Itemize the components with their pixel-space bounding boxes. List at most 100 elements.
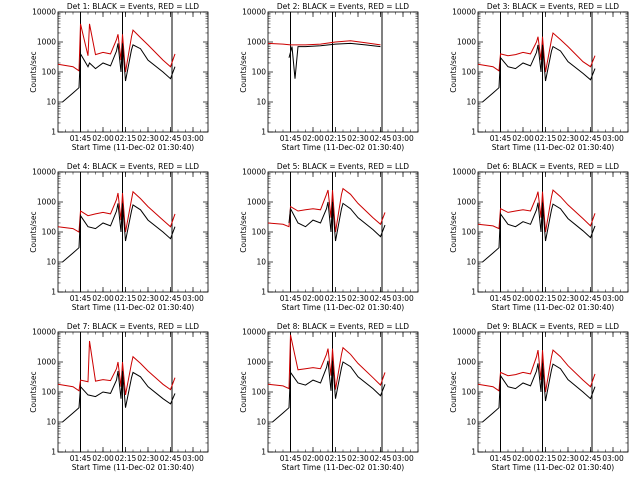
x-tick-label: 02:30 [557, 134, 579, 143]
x-tick-label: 02:00 [302, 134, 324, 143]
y-tick-label: 10 [256, 418, 266, 427]
series-line [477, 189, 596, 233]
x-tick-label: 03:00 [392, 134, 414, 143]
detector-panel: Det 2: BLACK = Events, RED = LLD 1 10 100 10… [239, 2, 419, 152]
y-tick-label: 10000 [452, 328, 476, 337]
y-tick-label: 100 [252, 228, 267, 237]
y-tick-label: 10000 [452, 8, 476, 17]
y-tick-label: 100 [462, 68, 477, 77]
x-tick-label: 02:00 [512, 454, 534, 463]
x-axis-label: Start Time (11-Dec-02 01:30:40) [72, 143, 194, 152]
series-line [482, 44, 596, 103]
series-line [272, 360, 386, 423]
x-tick-label: 02:45 [580, 454, 602, 463]
y-tick-label: 1000 [457, 358, 476, 367]
y-tick-label: 10 [46, 418, 56, 427]
y-tick-label: 10 [46, 98, 56, 107]
y-tick-label: 10 [466, 418, 476, 427]
y-tick-label: 100 [462, 228, 477, 237]
series-line [62, 370, 176, 423]
series-line [288, 42, 381, 79]
x-tick-label: 02:30 [347, 294, 369, 303]
x-tick-label: 03:00 [392, 454, 414, 463]
y-tick-label: 10 [46, 258, 56, 267]
y-tick-label: 10 [466, 258, 476, 267]
detector-panel: Det 5: BLACK = Events, RED = LLD 1 10 100 10… [239, 162, 419, 312]
y-axis-label: Counts/sec [239, 51, 248, 92]
detector-panel: Det 7: BLACK = Events, RED = LLD 1 10 100 10… [29, 322, 209, 472]
y-tick-label: 100 [42, 228, 57, 237]
y-tick-label: 10000 [242, 168, 266, 177]
x-tick-label: 02:15 [115, 134, 137, 143]
x-tick-label: 02:30 [557, 454, 579, 463]
y-tick-label: 10000 [32, 8, 56, 17]
x-tick-label: 01:45 [280, 134, 302, 143]
y-tick-label: 1 [471, 448, 476, 457]
x-tick-label: 02:30 [347, 454, 369, 463]
series-line [57, 190, 176, 233]
series-line [62, 203, 176, 263]
y-tick-label: 1000 [457, 198, 476, 207]
series-line [267, 40, 381, 46]
y-tick-label: 100 [42, 388, 57, 397]
y-tick-label: 1 [261, 128, 266, 137]
series-line [482, 363, 596, 423]
y-axis-label: Counts/sec [449, 371, 458, 412]
x-tick-label: 02:15 [325, 294, 347, 303]
x-tick-label: 02:15 [115, 454, 137, 463]
x-axis-label: Start Time (11-Dec-02 01:30:40) [72, 303, 194, 312]
x-tick-label: 01:45 [70, 454, 92, 463]
x-tick-label: 02:30 [557, 294, 579, 303]
panel-title: Det 3: BLACK = Events, RED = LLD [487, 2, 619, 11]
series-line [62, 43, 176, 103]
x-tick-label: 03:00 [602, 454, 624, 463]
y-tick-label: 10 [256, 258, 266, 267]
y-axis-label: Counts/sec [449, 51, 458, 92]
series-line [477, 32, 596, 73]
x-tick-label: 03:00 [602, 134, 624, 143]
x-tick-label: 02:30 [137, 294, 159, 303]
x-tick-label: 02:15 [325, 454, 347, 463]
x-tick-label: 02:45 [370, 134, 392, 143]
x-tick-label: 02:45 [160, 134, 182, 143]
y-tick-label: 100 [42, 68, 57, 77]
y-axis-label: Counts/sec [239, 211, 248, 252]
series-line [57, 340, 176, 395]
y-axis-label: Counts/sec [29, 51, 38, 92]
x-axis-label: Start Time (11-Dec-02 01:30:40) [492, 143, 614, 152]
detector-panel: Det 8: BLACK = Events, RED = LLD 1 10 100 10… [239, 322, 419, 472]
panel-title: Det 9: BLACK = Events, RED = LLD [487, 322, 619, 331]
x-tick-label: 02:30 [347, 134, 369, 143]
x-tick-label: 02:45 [370, 294, 392, 303]
x-tick-label: 02:15 [535, 294, 557, 303]
y-tick-label: 1 [471, 128, 476, 137]
panel-title: Det 1: BLACK = Events, RED = LLD [67, 2, 199, 11]
series-line [57, 23, 176, 73]
x-tick-label: 02:30 [137, 454, 159, 463]
x-tick-label: 02:45 [580, 294, 602, 303]
x-tick-label: 02:15 [115, 294, 137, 303]
x-tick-label: 01:45 [490, 134, 512, 143]
y-tick-label: 1000 [247, 198, 266, 207]
panel-title: Det 4: BLACK = Events, RED = LLD [67, 162, 199, 171]
x-axis-label: Start Time (11-Dec-02 01:30:40) [72, 463, 194, 472]
detector-panel: Det 1: BLACK = Events, RED = LLD 1 10 100 10… [29, 2, 209, 152]
y-tick-label: 10000 [32, 328, 56, 337]
y-tick-label: 10000 [242, 328, 266, 337]
x-axis-label: Start Time (11-Dec-02 01:30:40) [282, 143, 404, 152]
x-tick-label: 01:45 [70, 134, 92, 143]
y-tick-label: 1 [471, 288, 476, 297]
y-tick-label: 1000 [37, 198, 56, 207]
x-tick-label: 02:30 [137, 134, 159, 143]
y-axis-label: Counts/sec [29, 371, 38, 412]
y-tick-label: 10000 [32, 168, 56, 177]
y-axis-label: Counts/sec [239, 371, 248, 412]
x-tick-label: 02:00 [92, 134, 114, 143]
y-tick-label: 10 [256, 98, 266, 107]
y-tick-label: 1000 [37, 38, 56, 47]
panel-title: Det 8: BLACK = Events, RED = LLD [277, 322, 409, 331]
y-axis-label: Counts/sec [449, 211, 458, 252]
y-tick-label: 1 [51, 128, 56, 137]
x-axis-label: Start Time (11-Dec-02 01:30:40) [492, 463, 614, 472]
